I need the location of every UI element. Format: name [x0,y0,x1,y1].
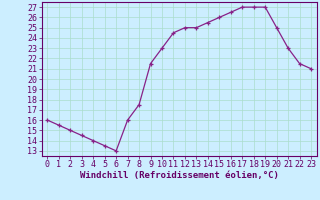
X-axis label: Windchill (Refroidissement éolien,°C): Windchill (Refroidissement éolien,°C) [80,171,279,180]
